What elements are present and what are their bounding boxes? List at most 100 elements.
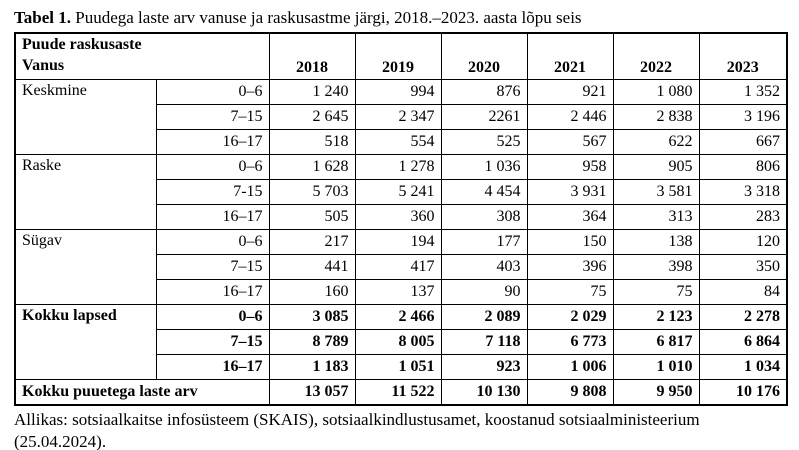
age-cell: 7–15 bbox=[155, 104, 270, 131]
table-row: Sügav 0–6 217 194 177 150 138 120 bbox=[14, 229, 788, 306]
age-cell: 16–17 bbox=[155, 279, 270, 306]
value-cell: 3 931 bbox=[526, 179, 614, 206]
value-cell: 905 bbox=[612, 154, 700, 181]
value-cell: 120 bbox=[698, 229, 788, 256]
table-title-label: Tabel 1. bbox=[14, 8, 72, 27]
total-value-cell: 9 950 bbox=[612, 379, 700, 406]
value-cell: 2 278 bbox=[698, 304, 788, 331]
age-cell: 0–6 bbox=[155, 154, 270, 181]
value-cell: 518 bbox=[268, 129, 356, 156]
value-cell: 283 bbox=[698, 204, 788, 231]
value-cell: 150 bbox=[526, 229, 614, 256]
value-cell: 6 773 bbox=[526, 329, 614, 356]
value-cell: 177 bbox=[440, 229, 528, 256]
value-cell: 921 bbox=[526, 79, 614, 106]
value-cell: 364 bbox=[526, 204, 614, 231]
value-cell: 6 864 bbox=[698, 329, 788, 356]
value-cell: 1 006 bbox=[526, 354, 614, 381]
value-cell: 160 bbox=[268, 279, 356, 306]
value-cell: 2 446 bbox=[526, 104, 614, 131]
header-category-cell: Puude raskusaste Vanus bbox=[14, 32, 270, 81]
age-cell: 16–17 bbox=[155, 129, 270, 156]
value-cell: 2 466 bbox=[354, 304, 442, 331]
year-header: 2021 bbox=[526, 32, 614, 81]
value-cell: 6 817 bbox=[612, 329, 700, 356]
table-row: 7-15 5 703 5 241 4 454 3 931 3 581 3 318 bbox=[15, 179, 788, 206]
age-cell: 7-15 bbox=[155, 179, 270, 206]
value-cell: 622 bbox=[612, 129, 700, 156]
table-row: Raske 0–6 1 628 1 278 1 036 958 905 806 bbox=[14, 154, 788, 231]
value-cell: 1 034 bbox=[698, 354, 788, 381]
table-title-text: Puudega laste arv vanuse ja raskusastme … bbox=[71, 8, 582, 27]
value-cell: 806 bbox=[698, 154, 788, 181]
severity-label-sygav: Sügav bbox=[14, 229, 157, 306]
table-row: 7–15 2 645 2 347 2261 2 446 2 838 3 196 bbox=[15, 104, 788, 131]
total-value-cell: 13 057 bbox=[268, 379, 356, 406]
value-cell: 396 bbox=[526, 254, 614, 281]
value-cell: 923 bbox=[440, 354, 528, 381]
total-row-label: Kokku puuetega laste arv bbox=[14, 379, 270, 406]
value-cell: 2 838 bbox=[612, 104, 700, 131]
value-cell: 3 318 bbox=[698, 179, 788, 206]
value-cell: 398 bbox=[612, 254, 700, 281]
severity-label-keskmine: Keskmine bbox=[14, 79, 157, 156]
table-total-row: Kokku puuetega laste arv 13 057 11 522 1… bbox=[14, 379, 788, 406]
table-row: 16–17 505 360 308 364 313 283 bbox=[15, 204, 788, 231]
value-cell: 667 bbox=[698, 129, 788, 156]
value-cell: 525 bbox=[440, 129, 528, 156]
value-cell: 994 bbox=[354, 79, 442, 106]
table-row: 16–17 160 137 90 75 75 84 bbox=[15, 279, 788, 306]
table-header-row: Puude raskusaste Vanus 2018 2019 2020 20… bbox=[14, 32, 788, 81]
table-row: 7–15 8 789 8 005 7 118 6 773 6 817 6 864 bbox=[15, 329, 788, 356]
value-cell: 1 010 bbox=[612, 354, 700, 381]
value-cell: 217 bbox=[268, 229, 356, 256]
value-cell: 876 bbox=[440, 79, 528, 106]
header-severity-label: Puude raskusaste bbox=[22, 36, 142, 54]
value-cell: 5 241 bbox=[354, 179, 442, 206]
value-cell: 1 278 bbox=[354, 154, 442, 181]
age-cell: 0–6 bbox=[155, 79, 270, 106]
severity-label-raske: Raske bbox=[14, 154, 157, 231]
value-cell: 1 036 bbox=[440, 154, 528, 181]
value-cell: 2261 bbox=[440, 104, 528, 131]
value-cell: 1 183 bbox=[268, 354, 356, 381]
value-cell: 3 196 bbox=[698, 104, 788, 131]
value-cell: 360 bbox=[354, 204, 442, 231]
header-age-label: Vanus bbox=[22, 56, 65, 74]
year-header: 2022 bbox=[612, 32, 700, 81]
age-cell: 16–17 bbox=[155, 204, 270, 231]
value-cell: 308 bbox=[440, 204, 528, 231]
table-row: 16–17 1 183 1 051 923 1 006 1 010 1 034 bbox=[15, 354, 788, 381]
value-cell: 2 089 bbox=[440, 304, 528, 331]
year-header: 2023 bbox=[698, 32, 788, 81]
year-header: 2020 bbox=[440, 32, 528, 81]
value-cell: 567 bbox=[526, 129, 614, 156]
value-cell: 8 789 bbox=[268, 329, 356, 356]
value-cell: 75 bbox=[526, 279, 614, 306]
value-cell: 1 240 bbox=[268, 79, 356, 106]
value-cell: 84 bbox=[698, 279, 788, 306]
value-cell: 3 085 bbox=[268, 304, 356, 331]
value-cell: 417 bbox=[354, 254, 442, 281]
year-header: 2018 bbox=[268, 32, 356, 81]
source-note: Allikas: sotsiaalkaitse infosüsteem (SKA… bbox=[14, 410, 700, 450]
value-cell: 138 bbox=[612, 229, 700, 256]
value-cell: 2 123 bbox=[612, 304, 700, 331]
value-cell: 350 bbox=[698, 254, 788, 281]
table-row: Keskmine 0–6 1 240 994 876 921 1 080 1 3… bbox=[14, 79, 788, 156]
value-cell: 505 bbox=[268, 204, 356, 231]
value-cell: 554 bbox=[354, 129, 442, 156]
value-cell: 2 645 bbox=[268, 104, 356, 131]
year-header: 2019 bbox=[354, 32, 442, 81]
value-cell: 75 bbox=[612, 279, 700, 306]
total-value-cell: 9 808 bbox=[526, 379, 614, 406]
value-cell: 4 454 bbox=[440, 179, 528, 206]
value-cell: 1 051 bbox=[354, 354, 442, 381]
table-title: Tabel 1. Puudega laste arv vanuse ja ras… bbox=[14, 7, 786, 28]
value-cell: 1 352 bbox=[698, 79, 788, 106]
age-cell: 7–15 bbox=[155, 254, 270, 281]
value-cell: 3 581 bbox=[612, 179, 700, 206]
value-cell: 8 005 bbox=[354, 329, 442, 356]
value-cell: 7 118 bbox=[440, 329, 528, 356]
